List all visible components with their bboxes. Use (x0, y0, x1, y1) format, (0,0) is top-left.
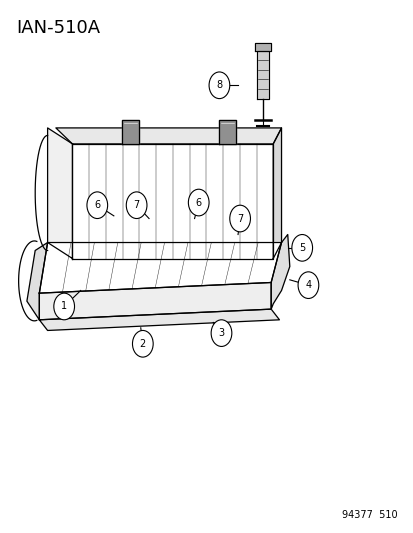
Polygon shape (254, 43, 271, 51)
Text: 8: 8 (216, 80, 222, 90)
Polygon shape (219, 120, 235, 144)
Polygon shape (256, 51, 268, 99)
Polygon shape (27, 243, 47, 320)
Circle shape (291, 235, 312, 261)
Text: 1: 1 (61, 302, 67, 311)
Circle shape (229, 205, 250, 232)
Circle shape (126, 192, 147, 219)
Circle shape (209, 72, 229, 99)
Circle shape (297, 272, 318, 298)
Text: IAN-510A: IAN-510A (17, 19, 100, 37)
Text: 7: 7 (133, 200, 140, 210)
Text: 6: 6 (94, 200, 100, 210)
Circle shape (132, 330, 153, 357)
Polygon shape (122, 120, 138, 144)
Polygon shape (273, 128, 281, 259)
Text: 6: 6 (195, 198, 201, 207)
Polygon shape (47, 128, 72, 259)
Text: 94377  510: 94377 510 (341, 510, 396, 520)
Polygon shape (39, 243, 281, 293)
Text: 3: 3 (218, 328, 224, 338)
Polygon shape (56, 128, 281, 144)
Circle shape (211, 320, 231, 346)
Text: 4: 4 (305, 280, 311, 290)
Polygon shape (271, 235, 289, 309)
Circle shape (87, 192, 107, 219)
Polygon shape (39, 309, 279, 330)
Text: 5: 5 (298, 243, 305, 253)
Circle shape (54, 293, 74, 320)
Text: 7: 7 (236, 214, 243, 223)
Text: 2: 2 (139, 339, 146, 349)
Polygon shape (72, 144, 273, 259)
Polygon shape (39, 282, 271, 320)
Circle shape (188, 189, 209, 216)
